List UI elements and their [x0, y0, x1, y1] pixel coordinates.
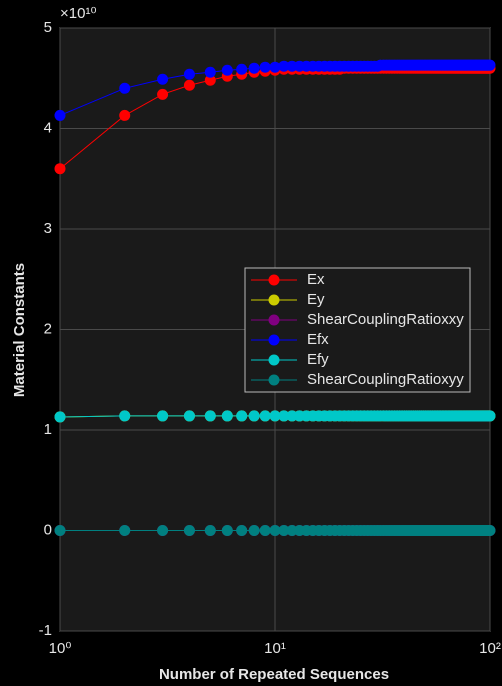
y-tick-label: 2 — [44, 320, 52, 337]
data-point — [484, 59, 496, 71]
data-point — [119, 109, 131, 121]
data-point — [204, 525, 216, 536]
legend-label: ShearCouplingRatioxxy — [307, 311, 464, 328]
y-axis-label: Material Constants — [11, 263, 28, 397]
data-point — [278, 525, 290, 536]
data-point — [248, 525, 260, 536]
data-point — [157, 525, 169, 536]
legend-label: Efx — [307, 331, 329, 348]
x-tick-label: 10⁰ — [49, 640, 72, 657]
data-point — [54, 163, 66, 175]
data-point — [157, 73, 169, 85]
data-point — [484, 410, 496, 422]
data-point — [259, 410, 271, 422]
data-point — [259, 61, 271, 73]
legend-marker — [268, 334, 280, 346]
y-tick-label: -1 — [39, 622, 52, 639]
x-tick-label: 10² — [479, 640, 501, 657]
legend-label: Efy — [307, 351, 329, 368]
data-point — [484, 525, 496, 536]
legend-label: ShearCouplingRatioxyy — [307, 371, 464, 388]
data-point — [236, 63, 248, 75]
data-point — [157, 88, 169, 100]
data-point — [183, 525, 195, 536]
data-point — [236, 525, 248, 536]
x-tick-label: 10¹ — [264, 640, 286, 657]
data-point — [221, 64, 233, 76]
data-point — [269, 525, 281, 536]
legend-marker — [268, 314, 280, 326]
legend-marker — [268, 274, 280, 286]
legend-marker — [268, 374, 280, 386]
data-point — [119, 525, 131, 536]
data-point — [269, 61, 281, 73]
y-tick-label: 0 — [44, 521, 52, 538]
data-point — [259, 525, 271, 536]
y-tick-label: 5 — [44, 19, 52, 36]
data-point — [119, 410, 131, 422]
data-point — [183, 68, 195, 80]
data-point — [278, 410, 290, 422]
data-point — [157, 410, 169, 422]
data-point — [54, 109, 66, 121]
data-point — [236, 410, 248, 422]
data-point — [278, 60, 290, 72]
data-point — [204, 74, 216, 86]
data-point — [269, 410, 281, 422]
data-point — [204, 410, 216, 422]
data-point — [204, 66, 216, 78]
y-exponent: ×10¹⁰ — [60, 5, 96, 22]
legend-box — [244, 267, 471, 393]
data-point — [221, 525, 233, 536]
data-point — [221, 410, 233, 422]
data-point — [248, 62, 260, 74]
data-point — [183, 410, 195, 422]
data-point — [248, 410, 260, 422]
legend-marker — [268, 294, 280, 306]
legend-label: Ex — [307, 271, 325, 288]
y-tick-label: 3 — [44, 220, 52, 237]
legend-label: Ey — [307, 291, 325, 308]
data-point — [183, 79, 195, 91]
data-point — [54, 411, 66, 423]
y-tick-label: 1 — [44, 421, 52, 438]
y-tick-label: 4 — [44, 119, 52, 136]
x-axis-label: Number of Repeated Sequences — [159, 666, 389, 683]
legend-marker — [268, 354, 280, 366]
data-point — [54, 525, 66, 536]
data-point — [119, 82, 131, 94]
